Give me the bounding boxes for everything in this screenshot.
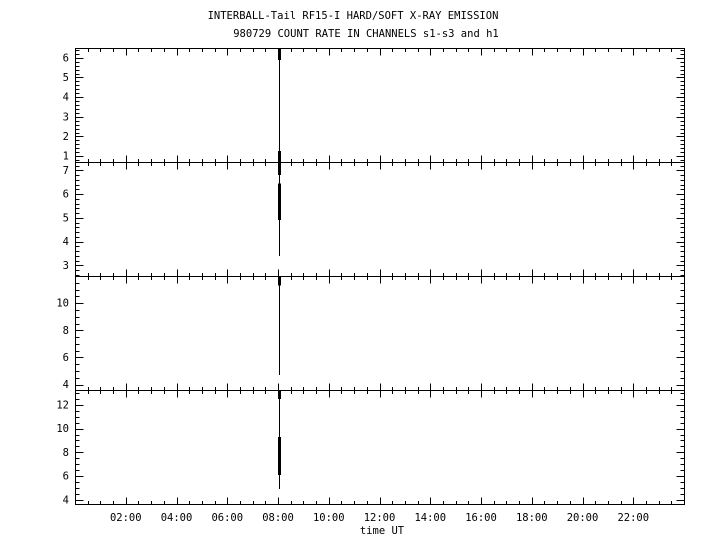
x-axis-title: time UT (360, 525, 405, 537)
y-tick-label: 7 (63, 165, 69, 177)
chart-title: INTERBALL-Tail RF15-I HARD/SOFT X-RAY EM… (208, 10, 499, 22)
y-tick-label: 4 (63, 236, 69, 248)
x-tick-label: 08:00 (262, 512, 294, 524)
y-tick-label: 8 (63, 447, 69, 459)
y-tick-label: 1 (63, 151, 69, 163)
x-tick-label: 02:00 (110, 512, 142, 524)
chart-subtitle: 980729 COUNT RATE IN CHANNELS s1-s3 and … (233, 28, 499, 40)
x-tick-label: 20:00 (567, 512, 599, 524)
axis-tick-labels: 02:00 04:00 06:00 08:00 10:00 12:00 14:00 16:00… (56, 52, 649, 524)
y-tick-label: 6 (63, 352, 69, 364)
axis-ticks (75, 48, 685, 505)
y-tick-label: 4 (63, 92, 69, 104)
x-tick-label: 14:00 (414, 512, 446, 524)
y-tick-label: 8 (63, 325, 69, 337)
y-tick-label: 12 (56, 399, 69, 411)
y-tick-label: 3 (63, 260, 69, 272)
y-tick-label: 6 (63, 471, 69, 483)
y-tick-label: 2 (63, 131, 69, 143)
y-tick-label: 6 (63, 189, 69, 201)
x-tick-label: 18:00 (516, 512, 548, 524)
x-tick-label: 22:00 (617, 512, 649, 524)
y-tick-label: 10 (56, 423, 69, 435)
x-tick-label: 10:00 (313, 512, 345, 524)
x-tick-label: 04:00 (161, 512, 193, 524)
y-tick-label: 5 (63, 72, 69, 84)
y-tick-label: 4 (63, 494, 69, 506)
x-tick-label: 16:00 (465, 512, 497, 524)
x-tick-label: 06:00 (211, 512, 243, 524)
y-tick-label: 3 (63, 111, 69, 123)
y-tick-label: 10 (56, 298, 69, 310)
y-tick-label: 6 (63, 52, 69, 64)
y-tick-label: 4 (63, 379, 69, 391)
x-tick-label: 12:00 (364, 512, 396, 524)
y-tick-label: 5 (63, 212, 69, 224)
